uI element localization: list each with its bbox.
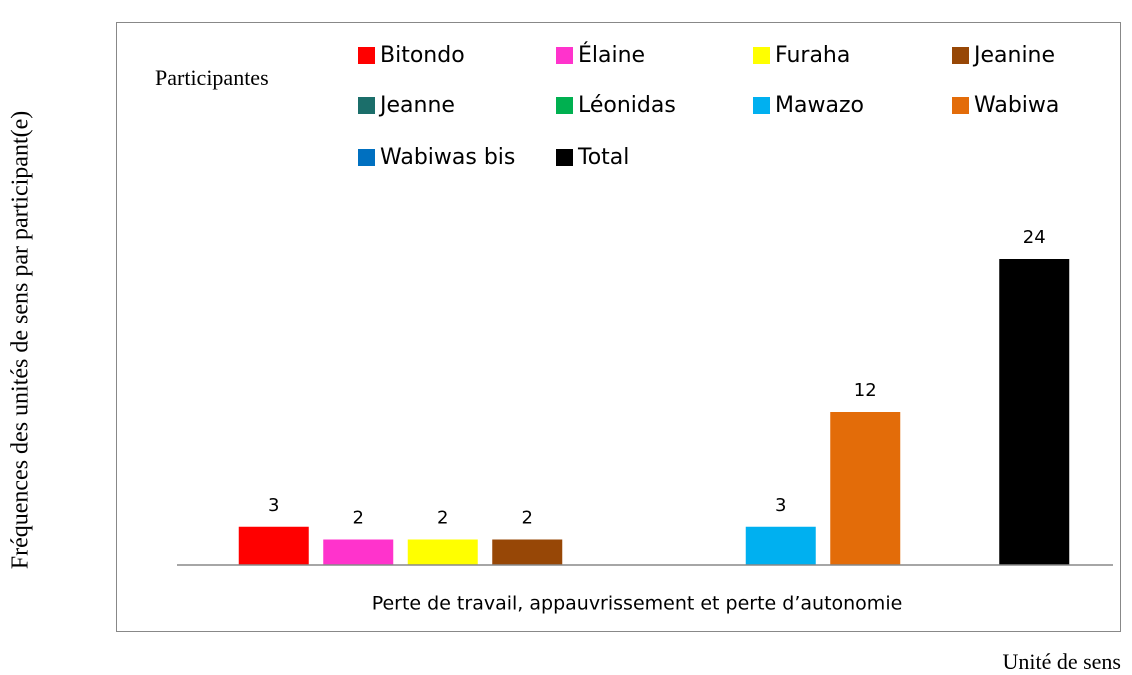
legend-label: Élaine: [578, 42, 645, 68]
legend-swatch: [753, 47, 770, 64]
legend-swatch: [753, 97, 770, 114]
legend-label: Mawazo: [775, 93, 864, 118]
legend-label: Jeanne: [378, 93, 455, 118]
data-label: 3: [775, 495, 786, 516]
legend-swatch: [358, 97, 375, 114]
data-label: 3: [268, 495, 279, 516]
legend-label: Wabiwa: [974, 93, 1059, 118]
bar: [745, 526, 816, 565]
bar: [238, 526, 309, 565]
legend-swatch: [358, 47, 375, 64]
data-label: 2: [437, 508, 448, 529]
legend-label: Furaha: [775, 43, 850, 68]
data-label: 12: [854, 380, 877, 401]
data-label: 2: [353, 508, 364, 529]
x-tick-label: Perte de travail, appauvrissement et per…: [372, 593, 903, 615]
legend-label: Bitondo: [380, 43, 465, 68]
data-label: 24: [1023, 227, 1046, 248]
legend-swatch: [556, 149, 573, 166]
legend-swatch: [556, 97, 573, 114]
bar: [492, 539, 563, 565]
legend-swatch: [952, 47, 969, 64]
bar: [830, 412, 901, 565]
legend-swatch: [556, 47, 573, 64]
legend-swatch: [952, 97, 969, 114]
bar: [407, 539, 478, 565]
legend-label: Jeanine: [972, 43, 1055, 68]
bar: [999, 259, 1070, 565]
data-label: 2: [522, 508, 533, 529]
legend-label: Wabiwas bis: [380, 145, 515, 170]
legend-title: Participantes: [155, 65, 269, 90]
legend-label: Total: [577, 145, 629, 170]
bar: [323, 539, 394, 565]
y-axis-title: Fréquences des unités de sens par partic…: [8, 111, 34, 570]
legend-swatch: [358, 149, 375, 166]
legend-label: Léonidas: [578, 93, 676, 118]
x-axis-title: Unité de sens: [1002, 649, 1121, 674]
